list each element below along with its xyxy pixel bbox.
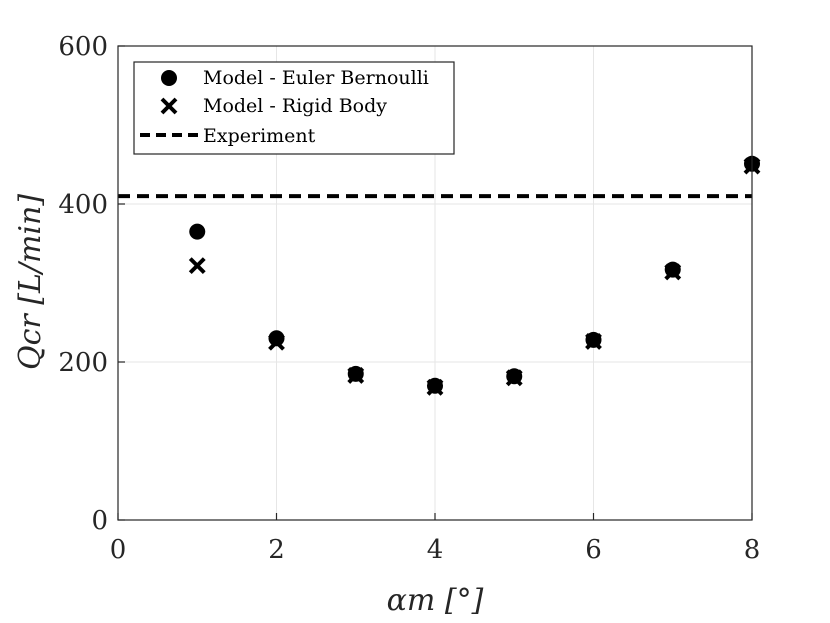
euler-bernoulli-point <box>585 331 602 348</box>
legend-label-rigid-body: Model - Rigid Body <box>203 95 387 117</box>
ticks: 0 2 4 6 8 0 200 400 600 <box>58 32 760 565</box>
legend-marker-rigid-body <box>160 97 178 115</box>
legend-box <box>133 61 455 155</box>
euler-bernoulli-point <box>506 368 523 385</box>
rigid-body-point-stroke <box>188 257 206 275</box>
x-tick-label: 6 <box>585 535 602 565</box>
y-axis-label: Qcr [L/min] <box>13 194 48 370</box>
legend: Model - Euler Bernoulli Model - Rigid Bo… <box>133 61 455 155</box>
euler-bernoulli-point <box>427 377 443 394</box>
x-tick-label: 8 <box>744 535 761 565</box>
euler-bernoulli-point <box>268 330 285 347</box>
euler-bernoulli-point <box>347 365 364 382</box>
series-layer <box>118 155 761 396</box>
y-tick-label: 0 <box>91 506 108 536</box>
y-tick-label: 200 <box>58 348 108 378</box>
legend-label-euler-bernoulli: Model - Euler Bernoulli <box>203 67 429 89</box>
y-tick-label: 600 <box>58 32 108 62</box>
x-tick-label: 0 <box>110 535 127 565</box>
y-tick-label: 400 <box>58 190 108 220</box>
euler-bernoulli-point <box>664 261 681 278</box>
rigid-body-point <box>188 257 206 275</box>
x-tick-label: 2 <box>268 535 285 565</box>
x-tick-label: 4 <box>427 535 444 565</box>
legend-label-experiment: Experiment <box>203 125 316 147</box>
x-axis-label: αm [°] <box>387 583 484 618</box>
euler-bernoulli-point <box>189 223 206 240</box>
legend-marker-euler-bernoulli <box>161 70 177 86</box>
